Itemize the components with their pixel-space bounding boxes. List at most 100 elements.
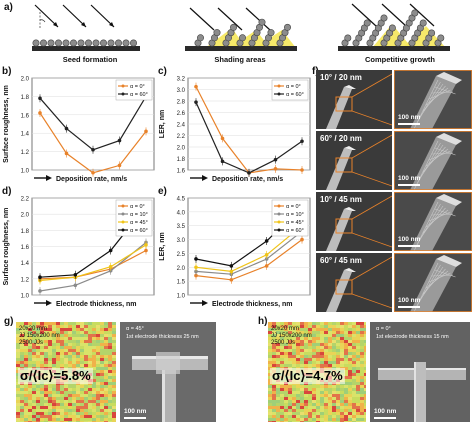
heatmap-cell [84, 421, 88, 422]
heatmap-cell [76, 406, 80, 409]
heatmap-cell [304, 406, 308, 409]
heatmap-cell [92, 352, 96, 355]
heatmap-cell [92, 349, 96, 352]
y-tick-label: 1.6 [177, 169, 186, 175]
heatmap-cell [308, 409, 312, 412]
heatmap-cell [20, 361, 24, 364]
heatmap-cell [100, 373, 104, 376]
heatmap-cell [356, 340, 360, 343]
heatmap-cell [80, 409, 84, 412]
heatmap-cell [364, 373, 366, 376]
y-tick-label: 2.0 [21, 213, 30, 219]
heatmap-cell [64, 394, 68, 397]
panel-label-c: c) [158, 66, 167, 77]
heatmap-cell [32, 364, 36, 367]
heatmap-cell [76, 385, 80, 388]
heatmap-cell [36, 409, 40, 412]
heatmap-cell [56, 415, 60, 418]
heatmap-cell [60, 337, 64, 340]
heatmap-cell [332, 343, 336, 346]
heatmap-cell [28, 403, 32, 406]
data-point [144, 129, 148, 134]
heatmap-cell [336, 355, 340, 358]
heatmap-cell [332, 409, 336, 412]
sem-condition-label: 10° / 20 nm [320, 73, 362, 82]
heatmap-cell [308, 364, 312, 367]
heatmap-cell [16, 343, 20, 346]
heatmap-cell [76, 352, 80, 355]
heatmap-cell [96, 379, 100, 382]
heatmap-cell [104, 373, 108, 376]
heatmap-cell [272, 400, 276, 403]
heatmap-cell [316, 349, 320, 352]
heatmap-cell [68, 418, 72, 421]
caption-seed-formation: Seed formation [62, 55, 118, 64]
data-point [300, 237, 304, 242]
heatmap-cell [44, 349, 48, 352]
heatmap-cell [88, 346, 92, 349]
heatmap-cell [364, 337, 366, 340]
heatmap-cell [268, 322, 272, 325]
heatmap-cell [284, 400, 288, 403]
heatmap-cell [108, 370, 112, 373]
heatmap-cell [92, 367, 96, 370]
heatmap-cell [108, 394, 112, 397]
heatmap-cell [292, 346, 296, 349]
heatmap-cell [32, 391, 36, 394]
heatmap-cell [48, 418, 52, 421]
heatmap-cell [344, 400, 348, 403]
heatmap-cell [56, 409, 60, 412]
heatmap-cell [288, 346, 292, 349]
heatmap-cell [52, 418, 56, 421]
heatmap-cell [44, 421, 48, 422]
heatmap-cell [292, 418, 296, 421]
heatmap-cell [28, 391, 32, 394]
heatmap-cell [28, 385, 32, 388]
heatmap-cell [72, 349, 76, 352]
heatmap-cell [32, 349, 36, 352]
heatmap-cell [104, 370, 108, 373]
heatmap-cell [276, 400, 280, 403]
heatmap-cell [112, 382, 116, 385]
heatmap-cell [312, 325, 316, 328]
heatmap-cell [332, 400, 336, 403]
heatmap-cell [76, 403, 80, 406]
heatmap-cell [84, 322, 88, 325]
heatmap-cell [348, 349, 352, 352]
heatmap-cell [16, 391, 20, 394]
heatmap-cell [356, 385, 360, 388]
heatmap-cell [92, 400, 96, 403]
heatmap-cell [80, 331, 84, 334]
heatmap-cell [108, 358, 112, 361]
heatmap-cell [356, 391, 360, 394]
sem-zoom-image: 100 nm [394, 70, 472, 129]
heatmap-cell [292, 412, 296, 415]
heatmap-cell [88, 331, 92, 334]
heatmap-cell [304, 352, 308, 355]
heatmap-cell [272, 352, 276, 355]
heatmap-cell [108, 388, 112, 391]
heatmap-cell [80, 391, 84, 394]
heatmap-cell [48, 409, 52, 412]
heatmap-cell [288, 325, 292, 328]
heatmap-cell [324, 346, 328, 349]
scale-bar-label: 100 nm [398, 236, 421, 243]
junction-size-label: JJ 150x200 nm [271, 333, 312, 339]
heatmap-cell [96, 388, 100, 391]
heatmap-cell [32, 358, 36, 361]
heatmap-cell [280, 415, 284, 418]
heatmap-cell [276, 421, 280, 422]
heatmap-cell [96, 397, 100, 400]
heatmap-cell [108, 412, 112, 415]
heatmap-cell [364, 406, 366, 409]
heatmap-cell [56, 397, 60, 400]
heatmap-cell [72, 415, 76, 418]
heatmap-cell [336, 346, 340, 349]
heatmap-cell [288, 334, 292, 337]
data-point [64, 126, 69, 131]
heatmap-cell [16, 340, 20, 343]
heatmap-cell [276, 340, 280, 343]
heatmap-cell [312, 331, 316, 334]
heatmap-cell [328, 334, 332, 337]
